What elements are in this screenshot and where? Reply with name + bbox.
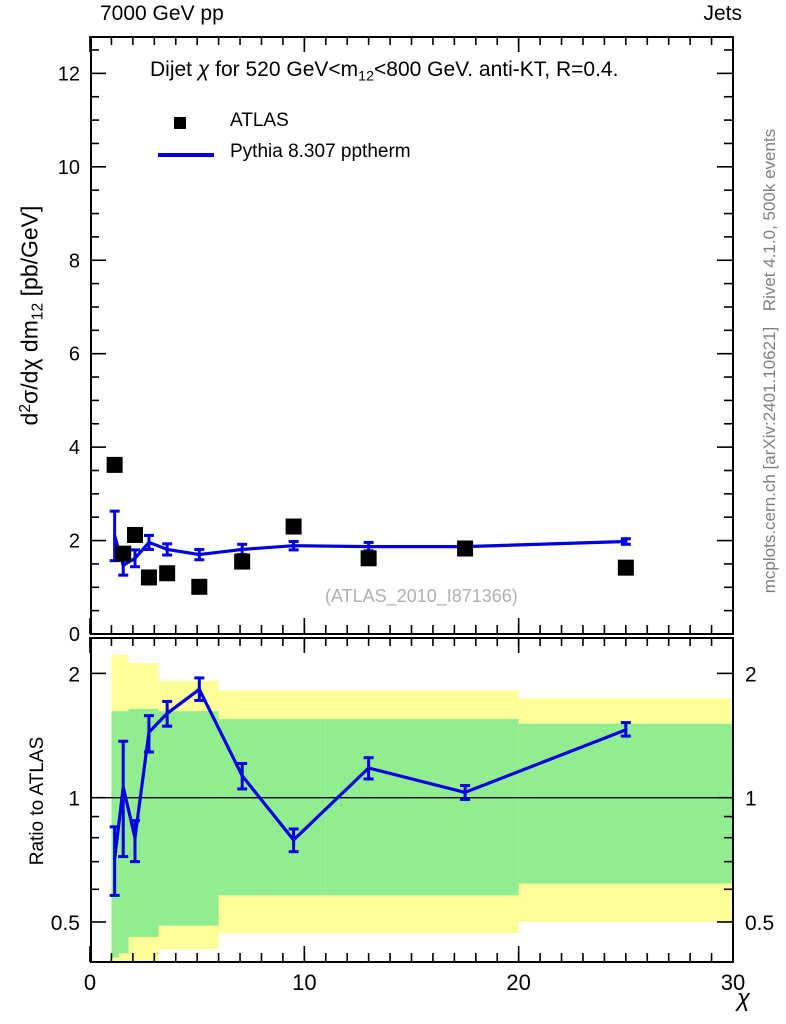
data-marker: [191, 578, 208, 595]
data-marker: [140, 569, 157, 586]
x-tick-label: 20: [506, 970, 530, 995]
data-marker: [115, 545, 132, 562]
ratio-y-tick-label-left: 2: [68, 663, 80, 686]
ratio-y-tick-label-left: 0.5: [51, 912, 80, 935]
legend-label-pythia: Pythia 8.307 pptherm: [230, 141, 411, 162]
data-marker: [285, 518, 302, 535]
main-y-tick-label: 6: [69, 344, 80, 366]
x-tick-label: 10: [292, 970, 316, 995]
ratio-y-tick-label-right: 0.5: [745, 912, 774, 935]
analysis-watermark: (ATLAS_2010_I871366): [325, 586, 518, 606]
data-series-main: [106, 456, 634, 595]
band-inner-segment: [158, 711, 181, 926]
ratio-y-tick-label-left: 1: [68, 788, 80, 811]
header-category-label: Jets: [703, 2, 742, 25]
band-inner-segment: [518, 723, 733, 884]
x-tick-label: 0: [84, 970, 96, 995]
header-beam-label: 7000 GeV pp: [100, 2, 224, 25]
band-inner-segment: [411, 719, 519, 896]
data-marker: [106, 456, 123, 473]
main-y-tick-label: 0: [69, 624, 80, 646]
main-y-tick-label: 10: [58, 157, 80, 179]
main-y-tick-label: 2: [69, 531, 80, 553]
data-marker: [234, 553, 251, 570]
plot-title: Dijet χ for 520 GeV<m12<800 GeV. anti-KT…: [150, 58, 618, 85]
band-inner-segment: [270, 719, 326, 896]
x-axis-title: χ: [736, 985, 750, 1012]
ratio-series: [109, 676, 631, 897]
ratio-y-tick-label-right: 2: [745, 663, 757, 686]
band-inner-segment: [180, 711, 219, 926]
main-y-tick-label: 8: [69, 250, 80, 272]
plot-title-text: Dijet χ for 520 GeV<m12<800 GeV. anti-KT…: [150, 58, 619, 85]
data-marker: [360, 550, 377, 567]
data-marker: [127, 526, 144, 543]
uncertainty-bands: [111, 654, 733, 962]
data-marker: [159, 565, 176, 582]
square-marker-icon: [174, 117, 186, 129]
ratio-y-tick-label-right: 1: [745, 788, 757, 811]
data-marker: [617, 559, 634, 576]
line-marker-icon: [158, 153, 214, 157]
x-tick-label: 30: [721, 970, 745, 995]
main-plot-frame: [90, 36, 734, 635]
ratio-plot-frame: [90, 637, 734, 963]
band-inner-segment: [325, 719, 412, 896]
data-marker: [457, 540, 474, 557]
main-y-tick-label: 12: [58, 63, 80, 85]
legend-label-atlas: ATLAS: [230, 110, 289, 131]
main-y-tick-label: 4: [69, 437, 80, 459]
